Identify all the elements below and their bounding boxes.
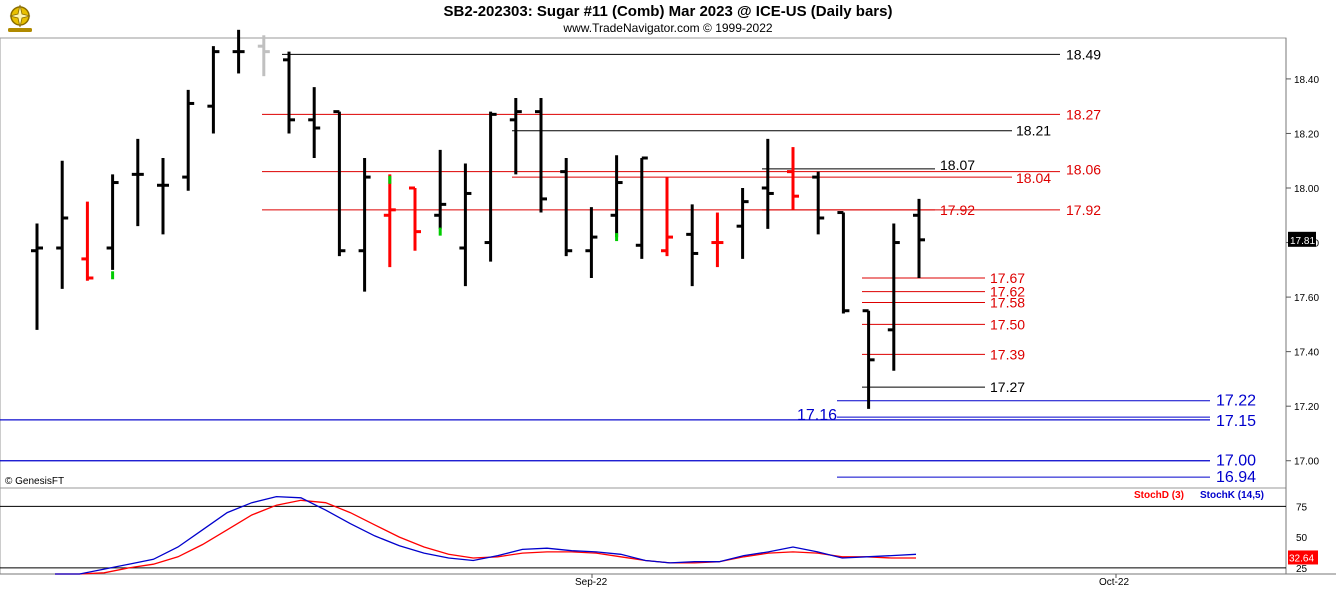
chart-title: SB2-202303: Sugar #11 (Comb) Mar 2023 @ … bbox=[443, 3, 893, 20]
price-level-label: 17.22 bbox=[1216, 393, 1256, 410]
x-axis-tick-label: Oct-22 bbox=[1099, 577, 1129, 588]
chart-subtitle: www.TradeNavigator.com © 1999-2022 bbox=[563, 21, 773, 35]
y-axis-tick-label: 17.00 bbox=[1294, 457, 1319, 468]
y-axis-tick-label: 18.00 bbox=[1294, 184, 1319, 195]
price-level-label: 18.27 bbox=[1066, 106, 1101, 122]
price-level-label: 18.21 bbox=[1016, 123, 1051, 139]
price-level-label: 18.07 bbox=[940, 157, 975, 173]
price-level-label: 17.16 bbox=[797, 407, 837, 424]
price-level-label: 16.94 bbox=[1216, 469, 1256, 486]
price-level-label: 17.50 bbox=[990, 316, 1025, 332]
price-level-label: 17.39 bbox=[990, 346, 1025, 362]
price-level-label: 17.92 bbox=[940, 202, 975, 218]
copyright-label: © GenesisFT bbox=[5, 476, 64, 487]
stochastic-series-line bbox=[55, 495, 917, 575]
price-level-label: 18.04 bbox=[1016, 170, 1051, 186]
stochastic-axis-tick-label: 75 bbox=[1296, 502, 1308, 513]
stochastic-panel bbox=[0, 487, 1287, 575]
price-level-label: 18.49 bbox=[1066, 46, 1101, 62]
price-level-label: 17.67 bbox=[990, 270, 1025, 286]
trade-navigator-logo bbox=[3, 2, 37, 34]
price-level-label: 17.15 bbox=[1216, 413, 1256, 430]
x-axis-tick-label: Sep-22 bbox=[575, 577, 608, 588]
price-level-label: 17.27 bbox=[990, 379, 1025, 395]
legend-stoch-k: StochK (14,5) bbox=[1200, 490, 1264, 501]
y-axis-tick-label: 17.60 bbox=[1294, 293, 1319, 304]
price-level-label: 17.58 bbox=[990, 295, 1025, 311]
price-level-label: 17.00 bbox=[1216, 453, 1256, 470]
last-price-label: 17.81 bbox=[1290, 236, 1315, 247]
y-axis-tick-label: 18.40 bbox=[1294, 75, 1319, 86]
y-axis-tick-label: 17.20 bbox=[1294, 402, 1319, 413]
price-level-label: 17.92 bbox=[1066, 202, 1101, 218]
stochastic-last-value-label: 32.64 bbox=[1289, 553, 1314, 564]
stochastic-last-value-badge bbox=[1288, 550, 1318, 565]
price-level-label: 17.62 bbox=[990, 284, 1025, 300]
y-axis-tick-label: 17.40 bbox=[1294, 348, 1319, 359]
stochastic-axis-tick-label: 25 bbox=[1296, 564, 1308, 575]
legend-stoch-d: StochD (3) bbox=[1134, 490, 1184, 501]
stochastic-axis-tick-label: 50 bbox=[1296, 533, 1308, 544]
chart-header: SB2-202303: Sugar #11 (Comb) Mar 2023 @ … bbox=[0, 0, 1336, 38]
y-axis-tick-label: 18.20 bbox=[1294, 129, 1319, 140]
last-price-badge bbox=[1288, 231, 1316, 247]
price-level-label: 18.06 bbox=[1066, 162, 1101, 178]
